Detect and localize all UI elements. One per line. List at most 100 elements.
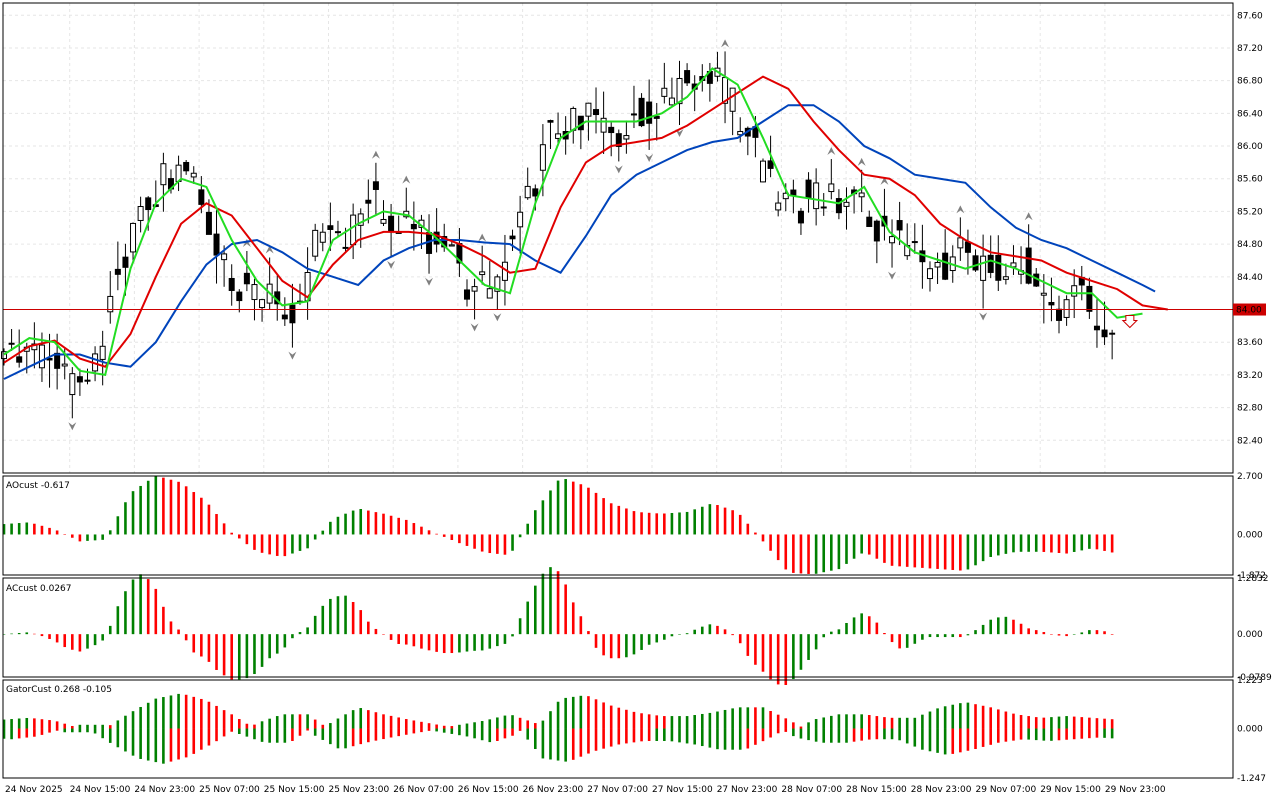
candle-body	[646, 101, 653, 124]
histogram-bar	[655, 513, 659, 535]
gator-bar-up	[374, 712, 378, 729]
histogram-bar	[640, 512, 643, 535]
gator-bar-down	[496, 728, 499, 741]
y-tick-label: 0.000	[1237, 530, 1263, 540]
gator-bar-down	[177, 728, 180, 760]
gator-bar-up	[875, 716, 879, 729]
x-tick-label: 27 Nov 15:00	[652, 785, 713, 795]
gator-bar-down	[503, 728, 507, 739]
fractals	[68, 39, 1033, 431]
histogram-bar	[71, 634, 74, 650]
gator-bar-up	[1027, 716, 1030, 729]
histogram-bar	[283, 534, 287, 557]
gator-bar-down	[184, 728, 188, 758]
histogram-bar	[799, 534, 803, 574]
candle-body	[843, 201, 850, 207]
candle-body	[760, 160, 766, 183]
gator-bar-up	[1019, 715, 1023, 729]
candle-body	[160, 163, 167, 186]
gator-bar-down	[420, 728, 423, 733]
histogram-bar	[48, 527, 51, 535]
gator-bar-down	[404, 728, 408, 735]
histogram-bar	[784, 534, 788, 570]
candle-body	[289, 304, 296, 324]
gator-bar-down	[169, 728, 173, 762]
histogram-bar	[458, 534, 461, 544]
histogram-bar	[837, 534, 841, 570]
histogram-bar	[1034, 534, 1038, 552]
gator-bar-down	[78, 728, 82, 733]
gator-bar-up	[556, 701, 560, 729]
gator-bar-down	[71, 728, 74, 733]
candle-body	[334, 231, 341, 234]
candle-body	[987, 254, 994, 273]
histogram-bar	[867, 616, 871, 635]
gator-bar-up	[571, 696, 575, 729]
gator-bar-down	[511, 728, 514, 736]
histogram-bar	[1095, 534, 1099, 550]
histogram-bar	[716, 505, 719, 535]
histogram-bar	[845, 622, 848, 635]
histogram-bar	[397, 517, 400, 535]
x-tick-label: 26 Nov 07:00	[393, 785, 454, 795]
gator-bar-up	[306, 714, 309, 729]
y-tick-label: 1.223	[1237, 676, 1263, 686]
candle-body	[896, 220, 903, 231]
gator-bar-up	[503, 715, 507, 729]
y-tick-label: 84.80	[1237, 240, 1263, 250]
histogram-bar	[981, 534, 985, 562]
gator-bar-down	[162, 728, 165, 764]
gator-bar-down	[283, 728, 287, 743]
histogram-bar	[427, 530, 431, 535]
gator-bar-up	[700, 713, 704, 729]
gator-bar-down	[1034, 728, 1038, 741]
histogram-bar	[1012, 534, 1015, 553]
x-tick-label: 24 Nov 2025	[5, 785, 63, 795]
alligator-lips-line	[3, 67, 1143, 377]
candle-body	[281, 314, 288, 320]
candle-body	[16, 356, 23, 363]
histogram-bar	[883, 633, 886, 635]
histogram-bar	[678, 512, 681, 535]
histogram-bar	[852, 617, 856, 635]
gator-bar-up	[108, 725, 112, 729]
gator-bar-down	[55, 728, 59, 731]
histogram-bar	[33, 633, 36, 635]
gator-bar-down	[1012, 728, 1015, 741]
histogram-bar	[139, 574, 142, 635]
candle-body	[76, 376, 83, 383]
gator-bar-down	[17, 728, 21, 739]
gator-bar-up	[17, 718, 21, 729]
gator-bar-down	[427, 728, 431, 731]
candle-body	[926, 268, 933, 280]
gator-bar-up	[883, 717, 886, 729]
candle-body	[84, 379, 91, 382]
gator-histogram	[2, 693, 1114, 764]
gator-bar-up	[344, 714, 347, 729]
histogram-bar	[579, 484, 583, 535]
candle-body	[114, 268, 121, 275]
histogram-bar	[640, 634, 643, 650]
gator-bar-down	[534, 728, 537, 750]
y-tick-label: 86.00	[1237, 142, 1263, 152]
gator-bar-down	[412, 728, 416, 734]
candle-body	[623, 135, 630, 140]
gator-bar-up	[928, 711, 932, 729]
gator-bar-up	[830, 715, 833, 729]
y-tick-label: 2.700	[1237, 472, 1263, 482]
candle-body	[388, 215, 395, 232]
gator-bar-down	[776, 728, 780, 734]
gator-bar-up	[313, 719, 317, 729]
histogram-bar	[898, 534, 901, 567]
candle-body	[448, 244, 455, 247]
gator-bar-down	[367, 728, 370, 743]
histogram-bar	[253, 534, 256, 550]
histogram-bar	[609, 634, 613, 659]
alligator-lines	[3, 67, 1233, 380]
histogram-bar	[663, 513, 666, 535]
candle-body	[243, 272, 250, 285]
histogram-bar	[367, 621, 370, 635]
histogram-bar	[146, 480, 150, 535]
candle-body	[608, 126, 615, 134]
